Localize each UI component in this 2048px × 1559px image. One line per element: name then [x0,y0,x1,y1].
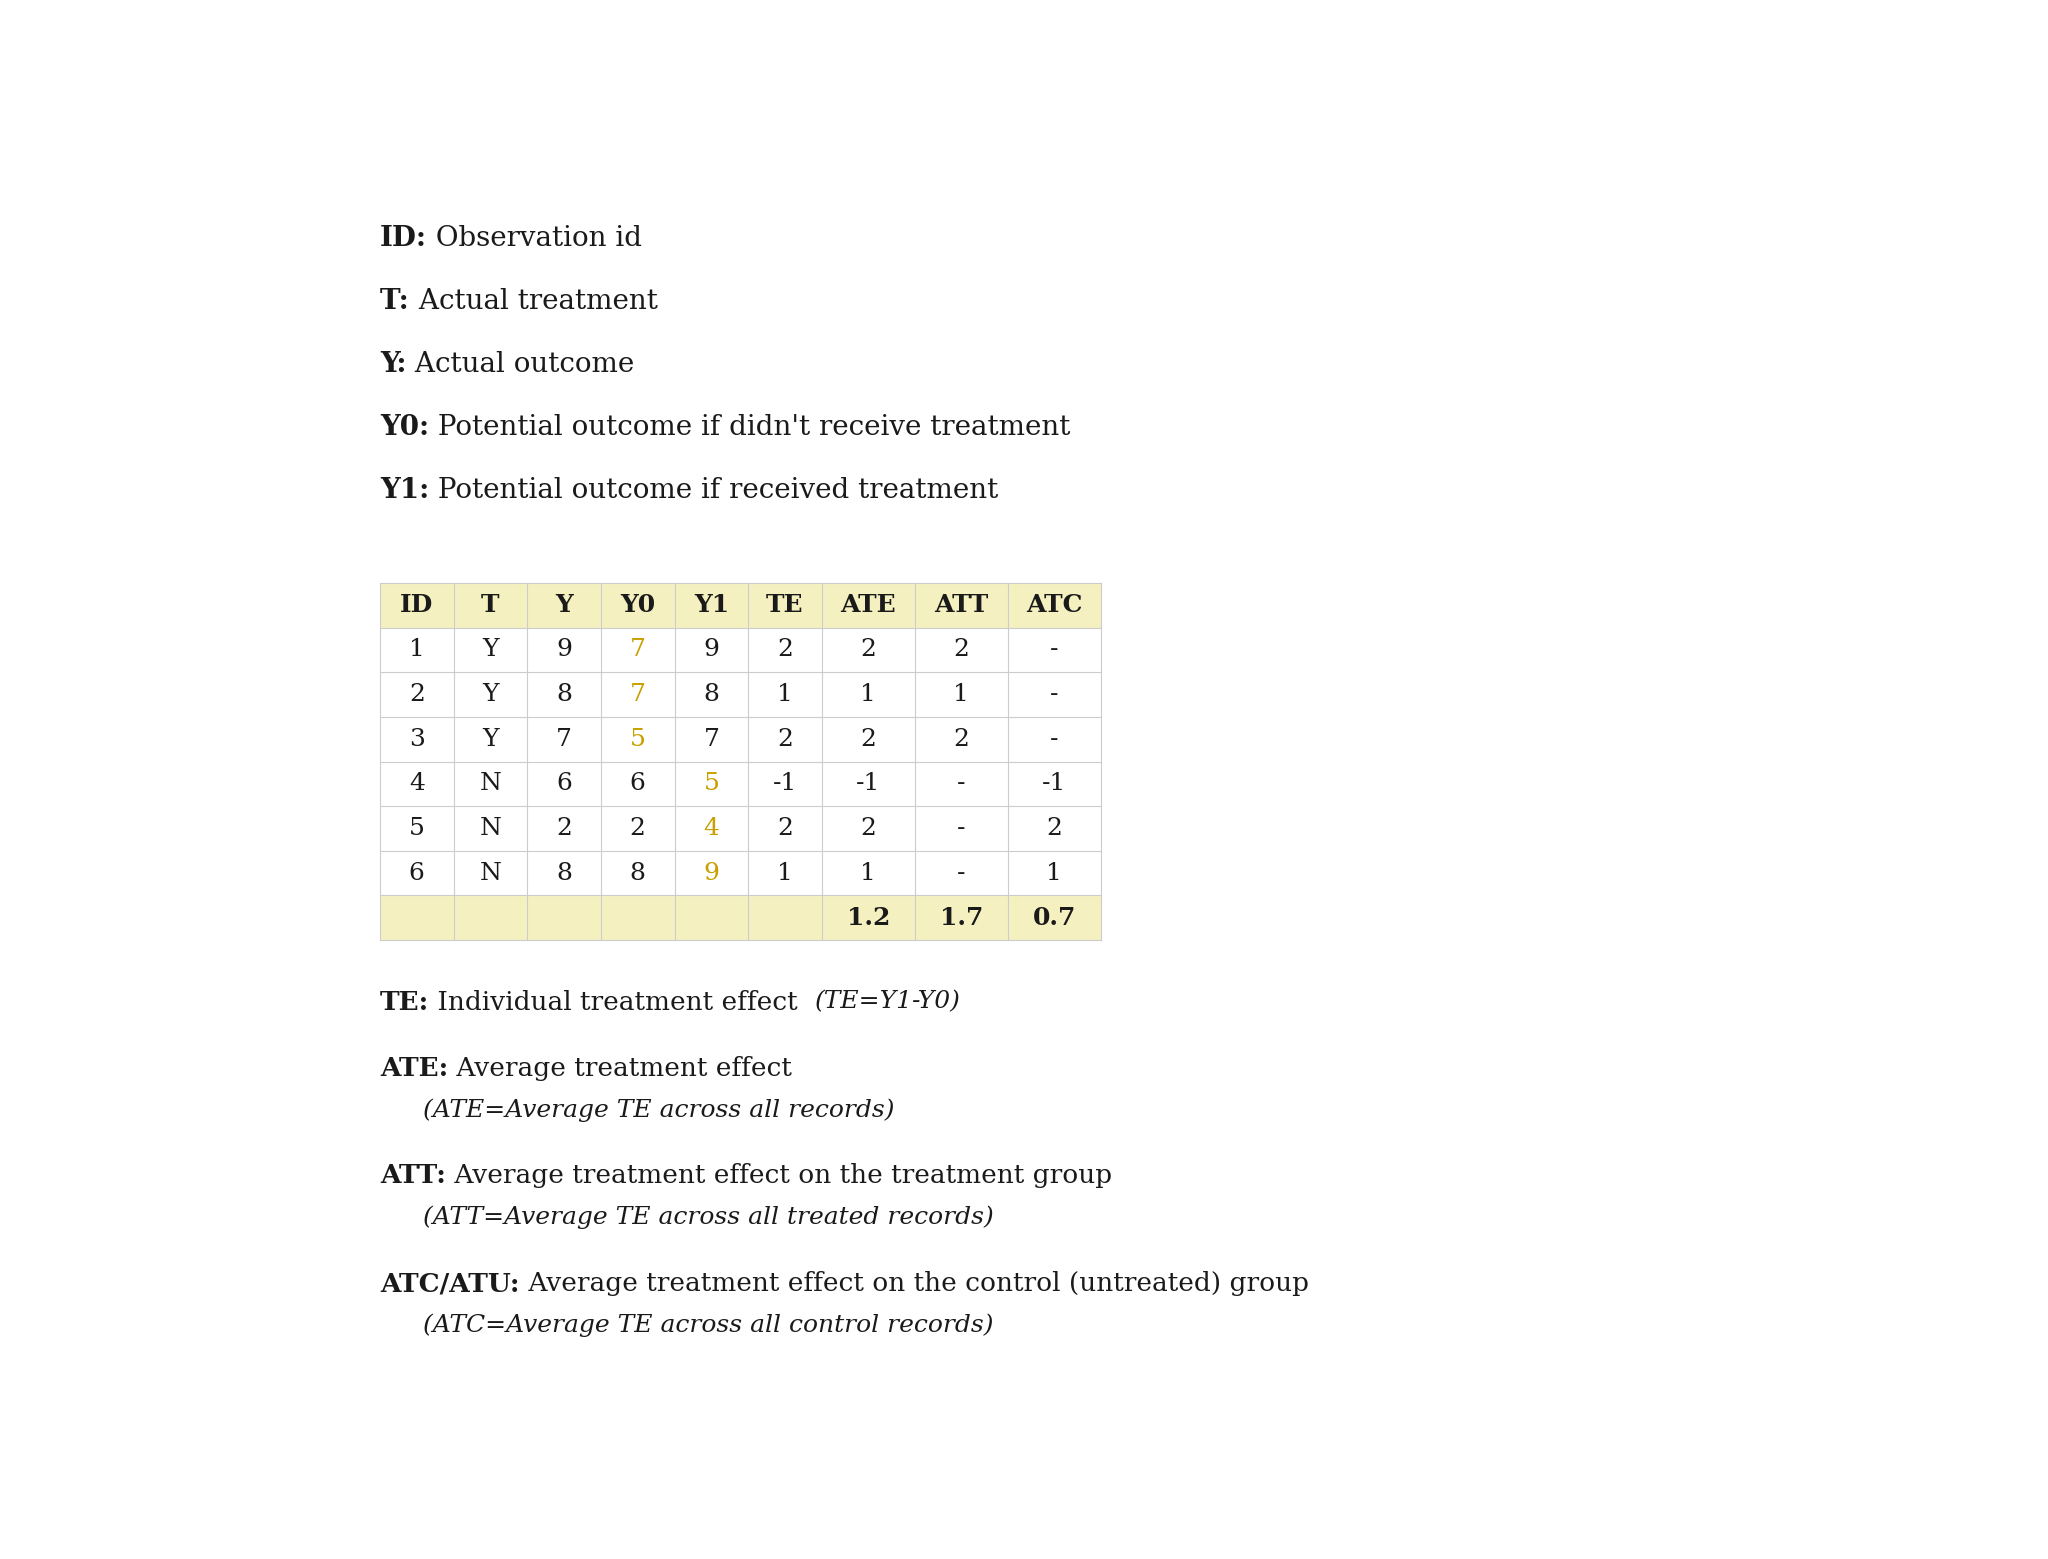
Text: 1: 1 [954,683,969,706]
Text: (ATC=Average TE across all control records): (ATC=Average TE across all control recor… [422,1314,993,1338]
Text: -1: -1 [1042,772,1067,795]
Text: 2: 2 [776,728,793,751]
Text: -1: -1 [856,772,881,795]
Text: 2: 2 [776,817,793,840]
Text: TE:: TE: [381,990,430,1015]
Text: ATC/ATU:: ATC/ATU: [381,1271,520,1296]
Text: ID: ID [399,592,434,617]
Text: Y1: Y1 [694,592,729,617]
Text: Actual outcome: Actual outcome [406,351,635,379]
Text: Actual treatment: Actual treatment [410,288,657,315]
Text: (ATE=Average TE across all records): (ATE=Average TE across all records) [422,1098,895,1121]
Text: Average treatment effect on the control (untreated) group: Average treatment effect on the control … [520,1271,1309,1296]
Text: Y1:: Y1: [381,477,430,505]
Text: (TE=Y1-Y0): (TE=Y1-Y0) [815,990,961,1013]
Text: ATT: ATT [934,592,989,617]
Text: Y: Y [555,592,573,617]
Text: 7: 7 [629,683,645,706]
Text: 9: 9 [702,638,719,661]
Text: ID:: ID: [381,224,426,253]
Text: T:: T: [381,288,410,315]
Text: 3: 3 [410,728,424,751]
Text: Average treatment effect: Average treatment effect [449,1055,793,1080]
Text: Y: Y [481,728,498,751]
Text: 6: 6 [410,862,424,884]
Text: Individual treatment effect: Individual treatment effect [430,990,815,1015]
Text: 1: 1 [410,638,424,661]
Text: 2: 2 [629,817,645,840]
Text: Y: Y [481,683,498,706]
Text: 7: 7 [557,728,571,751]
Text: TE: TE [766,592,803,617]
Text: 0.7: 0.7 [1032,906,1075,929]
Text: ATT:: ATT: [381,1163,446,1188]
Text: 4: 4 [410,772,424,795]
Text: 1: 1 [860,862,877,884]
Text: Y0:: Y0: [381,415,430,441]
Text: Observation id: Observation id [426,224,641,253]
Text: 8: 8 [557,862,571,884]
Text: -: - [956,772,965,795]
Text: 1: 1 [1047,862,1063,884]
Text: 9: 9 [702,862,719,884]
Text: 6: 6 [557,772,571,795]
Text: ATC: ATC [1026,592,1083,617]
Text: 1.2: 1.2 [846,906,891,929]
Text: -: - [1051,683,1059,706]
Text: Y:: Y: [381,351,406,379]
Text: 2: 2 [860,728,877,751]
Text: 5: 5 [702,772,719,795]
Text: T: T [481,592,500,617]
Text: 8: 8 [629,862,645,884]
Text: -: - [956,817,965,840]
Bar [381,895,1100,940]
Text: 2: 2 [860,817,877,840]
Text: 2: 2 [1047,817,1063,840]
Text: 1: 1 [776,683,793,706]
Text: N: N [479,862,502,884]
Text: 8: 8 [557,683,571,706]
Text: 1.7: 1.7 [940,906,983,929]
Text: Potential outcome if didn't receive treatment: Potential outcome if didn't receive trea… [430,415,1071,441]
Text: Y: Y [481,638,498,661]
Text: (ATT=Average TE across all treated records): (ATT=Average TE across all treated recor… [422,1205,993,1230]
Text: 8: 8 [702,683,719,706]
Text: ATE:: ATE: [381,1055,449,1080]
Text: 7: 7 [702,728,719,751]
Text: -1: -1 [772,772,797,795]
Text: 7: 7 [629,638,645,661]
Text: -: - [1051,638,1059,661]
Text: 5: 5 [410,817,424,840]
Text: Average treatment effect on the treatment group: Average treatment effect on the treatmen… [446,1163,1112,1188]
Text: N: N [479,772,502,795]
Text: 6: 6 [629,772,645,795]
Text: ATE: ATE [840,592,897,617]
Bar [381,583,1100,628]
Text: 5: 5 [629,728,645,751]
Text: 2: 2 [557,817,571,840]
Text: 2: 2 [776,638,793,661]
Text: -: - [956,862,965,884]
Text: N: N [479,817,502,840]
Text: 2: 2 [410,683,424,706]
Text: Potential outcome if received treatment: Potential outcome if received treatment [430,477,999,505]
Text: 2: 2 [952,728,969,751]
Text: Y0: Y0 [621,592,655,617]
Text: 2: 2 [952,638,969,661]
Text: -: - [1051,728,1059,751]
Text: 4: 4 [702,817,719,840]
Text: 1: 1 [776,862,793,884]
Text: 2: 2 [860,638,877,661]
Text: 9: 9 [557,638,571,661]
Text: 1: 1 [860,683,877,706]
